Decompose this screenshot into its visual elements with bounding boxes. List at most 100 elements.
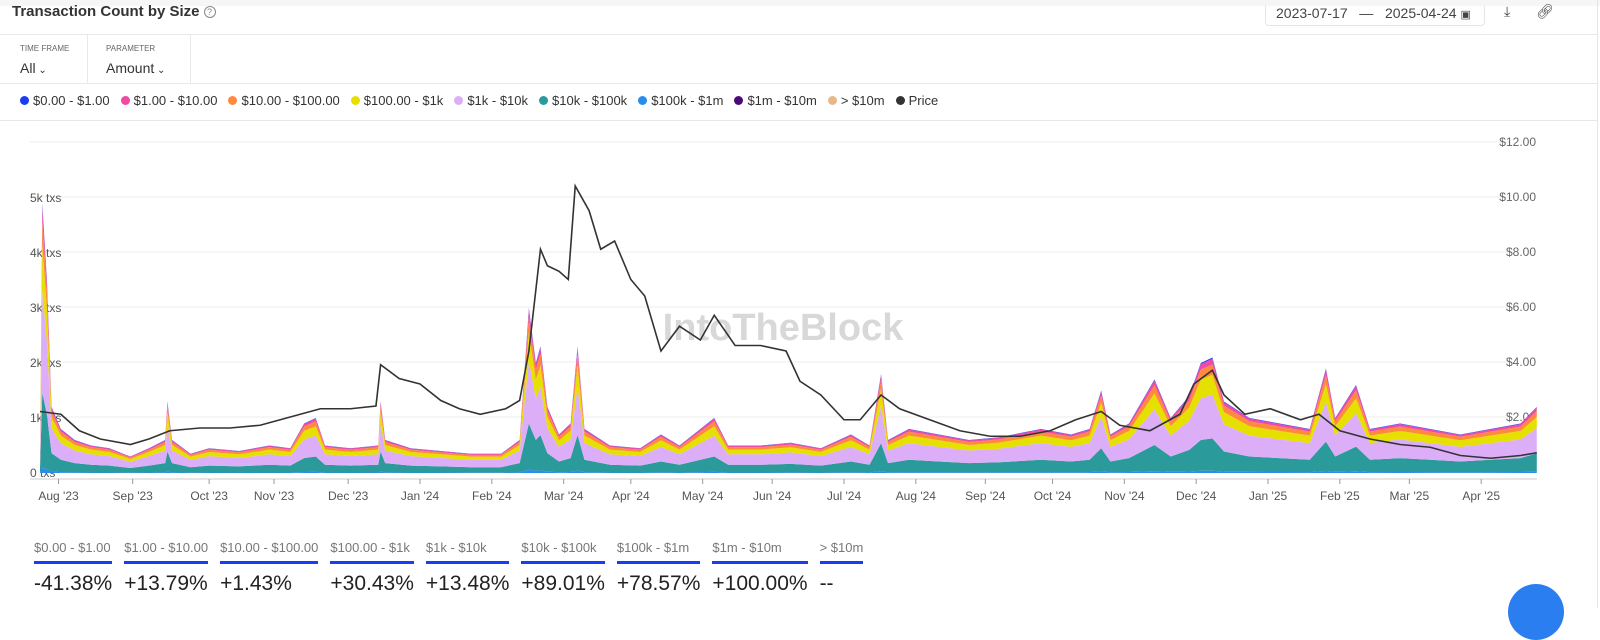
legend-item[interactable]: $1.00 - $10.00 xyxy=(120,93,218,108)
stat-label: > $10m xyxy=(819,540,864,564)
stat-value: -- xyxy=(819,572,834,595)
watermark-logo: IntoTheBlock xyxy=(663,307,905,349)
divider xyxy=(190,35,191,83)
link-icon[interactable]: 🔗︎ xyxy=(1536,3,1554,19)
x-tick-label: Nov '23 xyxy=(254,489,295,503)
stat-value: +30.43% xyxy=(330,572,414,595)
area-series-3 xyxy=(40,243,1537,462)
x-tick-label: Oct '24 xyxy=(1034,489,1072,503)
chart-area: $2.00$4.00$6.00$8.00$10.00$12.000 txs1k … xyxy=(30,135,1537,503)
stat-value: +13.48% xyxy=(425,572,510,595)
x-tick-label: Jul '24 xyxy=(827,489,862,503)
price-line xyxy=(39,183,1537,460)
panel-border xyxy=(1597,0,1598,608)
legend-label: $10.00 - $100.00 xyxy=(241,93,340,108)
stat-item: $1.00 - $10.00 +13.79% xyxy=(124,540,209,596)
help-chat-button[interactable] xyxy=(1508,584,1564,640)
x-tick-label: Jan '25 xyxy=(1249,489,1288,503)
divider xyxy=(0,34,1598,35)
chart-title: Transaction Count by Size? xyxy=(12,3,216,20)
legend-label: $1.00 - $10.00 xyxy=(133,93,218,108)
legend-dot-icon xyxy=(734,96,744,105)
stat-item: $10k - $100k +89.01% xyxy=(521,540,605,596)
timeframe-value: All xyxy=(20,60,36,76)
legend-label: $1k - $10k xyxy=(467,93,529,108)
legend-label: $1m - $10m xyxy=(747,93,817,108)
legend-item[interactable]: Price xyxy=(895,93,939,108)
stat-label: $10k - $100k xyxy=(521,540,605,564)
x-tick-label: Mar '25 xyxy=(1390,489,1430,503)
stat-value: +1.43% xyxy=(220,572,292,595)
divider xyxy=(87,35,88,83)
stat-label: $1m - $10m xyxy=(712,540,808,564)
y-left-tick-label: 4k txs xyxy=(30,246,61,260)
stat-item: $0.00 - $1.00 -41.38% xyxy=(34,540,113,596)
date-end: 2025-04-24 xyxy=(1384,5,1457,21)
area-series-1 xyxy=(40,392,1537,473)
y-right-tick-label: $12.00 xyxy=(1499,135,1536,149)
stat-label: $100k - $1m xyxy=(616,540,701,564)
legend-item[interactable]: $10.00 - $100.00 xyxy=(228,93,340,108)
x-tick-label: Aug '23 xyxy=(38,489,79,503)
x-tick-label: Sep '24 xyxy=(965,489,1006,503)
y-left-tick-label: 5k txs xyxy=(30,191,61,205)
legend-dot-icon xyxy=(350,96,360,105)
stat-value: +100.00% xyxy=(712,572,808,595)
legend-label: $100k - $1m xyxy=(651,93,724,108)
calendar-icon: ▣ xyxy=(1460,9,1471,21)
stat-item: $100k - $1m +78.57% xyxy=(616,540,701,596)
stat-label: $1.00 - $10.00 xyxy=(124,540,209,564)
stat-value: +89.01% xyxy=(521,572,605,595)
download-icon[interactable]: ⤓ xyxy=(1504,3,1511,19)
legend-dot-icon xyxy=(638,96,648,105)
divider xyxy=(0,120,1598,121)
legend-dot-icon xyxy=(20,96,29,105)
x-tick-label: Dec '23 xyxy=(328,489,369,503)
help-icon[interactable]: ? xyxy=(203,6,216,18)
date-range-picker[interactable]: 2023-07-17 — 2025-04-24 ▣ xyxy=(1265,6,1485,26)
x-tick-label: Nov '24 xyxy=(1104,489,1145,503)
chevron-down-icon: ⌄ xyxy=(35,65,47,76)
legend-item[interactable]: > $10m xyxy=(827,93,885,108)
chart-title-text: Transaction Count by Size xyxy=(12,3,200,20)
legend-dot-icon xyxy=(454,96,464,105)
legend-label: $100.00 - $1k xyxy=(363,93,444,108)
legend-label: Price xyxy=(908,93,939,108)
stat-label: $1k - $10k xyxy=(425,540,510,564)
legend-item[interactable]: $1k - $10k xyxy=(454,93,528,108)
legend-item[interactable]: $10k - $100k xyxy=(539,93,627,108)
x-tick-label: Aug '24 xyxy=(896,489,937,503)
stat-value: -41.38% xyxy=(34,572,113,595)
legend-dot-icon xyxy=(827,96,837,105)
legend-item[interactable]: $0.00 - $1.00 xyxy=(20,93,110,108)
stat-value: +13.79% xyxy=(124,572,208,595)
change-stats: $0.00 - $1.00 -41.38% $1.00 - $10.00 +13.79… xyxy=(34,540,875,596)
parameter-value: Amount xyxy=(106,60,155,76)
date-separator: — xyxy=(1359,5,1374,21)
stat-item: $1k - $10k +13.48% xyxy=(425,540,510,596)
parameter-label: PARAMETER xyxy=(106,44,156,53)
x-tick-label: Oct '23 xyxy=(190,489,228,503)
legend-item[interactable]: $100.00 - $1k xyxy=(350,93,444,108)
x-tick-label: Apr '24 xyxy=(612,489,650,503)
stat-item: $10.00 - $100.00 +1.43% xyxy=(220,540,319,596)
y-right-tick-label: $10.00 xyxy=(1499,190,1536,204)
x-tick-label: May '24 xyxy=(682,489,724,503)
chart-legend: $0.00 - $1.00 $1.00 - $10.00 $10.00 - $100… xyxy=(20,93,938,108)
x-tick-label: Sep '23 xyxy=(113,489,154,503)
divider xyxy=(0,83,1598,84)
y-right-tick-label: $4.00 xyxy=(1506,355,1536,369)
legend-dot-icon xyxy=(120,96,130,105)
stat-label: $0.00 - $1.00 xyxy=(34,540,113,564)
stat-value: +78.57% xyxy=(616,572,701,595)
x-tick-label: Mar '24 xyxy=(544,489,584,503)
legend-item[interactable]: $1m - $10m xyxy=(734,93,817,108)
legend-label: > $10m xyxy=(840,93,885,108)
x-tick-label: Dec '24 xyxy=(1176,489,1217,503)
area-series-0 xyxy=(40,467,1537,473)
date-start: 2023-07-17 xyxy=(1276,5,1348,21)
legend-item[interactable]: $100k - $1m xyxy=(638,93,723,108)
stat-item: $100.00 - $1k +30.43% xyxy=(330,540,414,596)
legend-dot-icon xyxy=(539,96,549,105)
stat-label: $100.00 - $1k xyxy=(330,540,414,564)
